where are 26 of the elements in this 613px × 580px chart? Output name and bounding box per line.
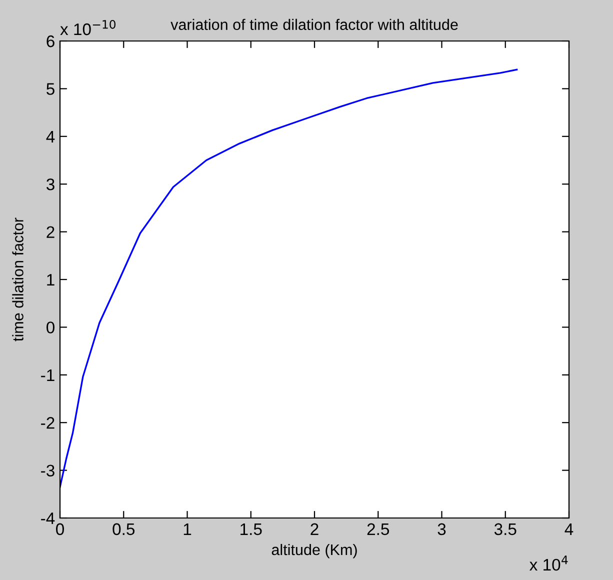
x-tick-label: 3.5 bbox=[494, 523, 516, 536]
y-tick-label: 1 bbox=[47, 274, 54, 286]
x-tick-label: 2 bbox=[310, 523, 318, 535]
y-tick-label: -2 bbox=[41, 417, 54, 429]
y-tick-label: -1 bbox=[41, 369, 54, 381]
y-tick-label: 0 bbox=[46, 322, 54, 334]
x-tick-label: 1 bbox=[184, 523, 192, 535]
y-tick-label: -4 bbox=[41, 512, 55, 524]
x-tick-label: 0.5 bbox=[112, 523, 135, 536]
x-axis-title: altitude (Km) bbox=[272, 544, 357, 558]
text: x 10$^{−10}$ bbox=[60, 20, 116, 36]
y-tick-label: 3 bbox=[46, 178, 54, 190]
y-axis-title: time dilation factor bbox=[12, 218, 24, 342]
x-tick-label: 2.5 bbox=[367, 523, 390, 536]
text: x 10$^{4}$ bbox=[530, 556, 568, 571]
y-tick-label: 4 bbox=[46, 130, 55, 142]
line-series bbox=[60, 68, 518, 488]
x-tick-label: 3 bbox=[438, 523, 446, 536]
chart-title: variation of time dilation factor with altitude bbox=[170, 18, 458, 30]
x-tick-label: 1.5 bbox=[240, 523, 262, 536]
x-tick-label: 4 bbox=[564, 523, 574, 535]
x-tick-label: 0 bbox=[56, 523, 64, 536]
y-tick-label: 2 bbox=[46, 226, 54, 238]
y-tick-label: -3 bbox=[41, 464, 54, 477]
y-tick-label: 5 bbox=[46, 83, 54, 95]
y-tick-label: 6 bbox=[46, 35, 54, 48]
